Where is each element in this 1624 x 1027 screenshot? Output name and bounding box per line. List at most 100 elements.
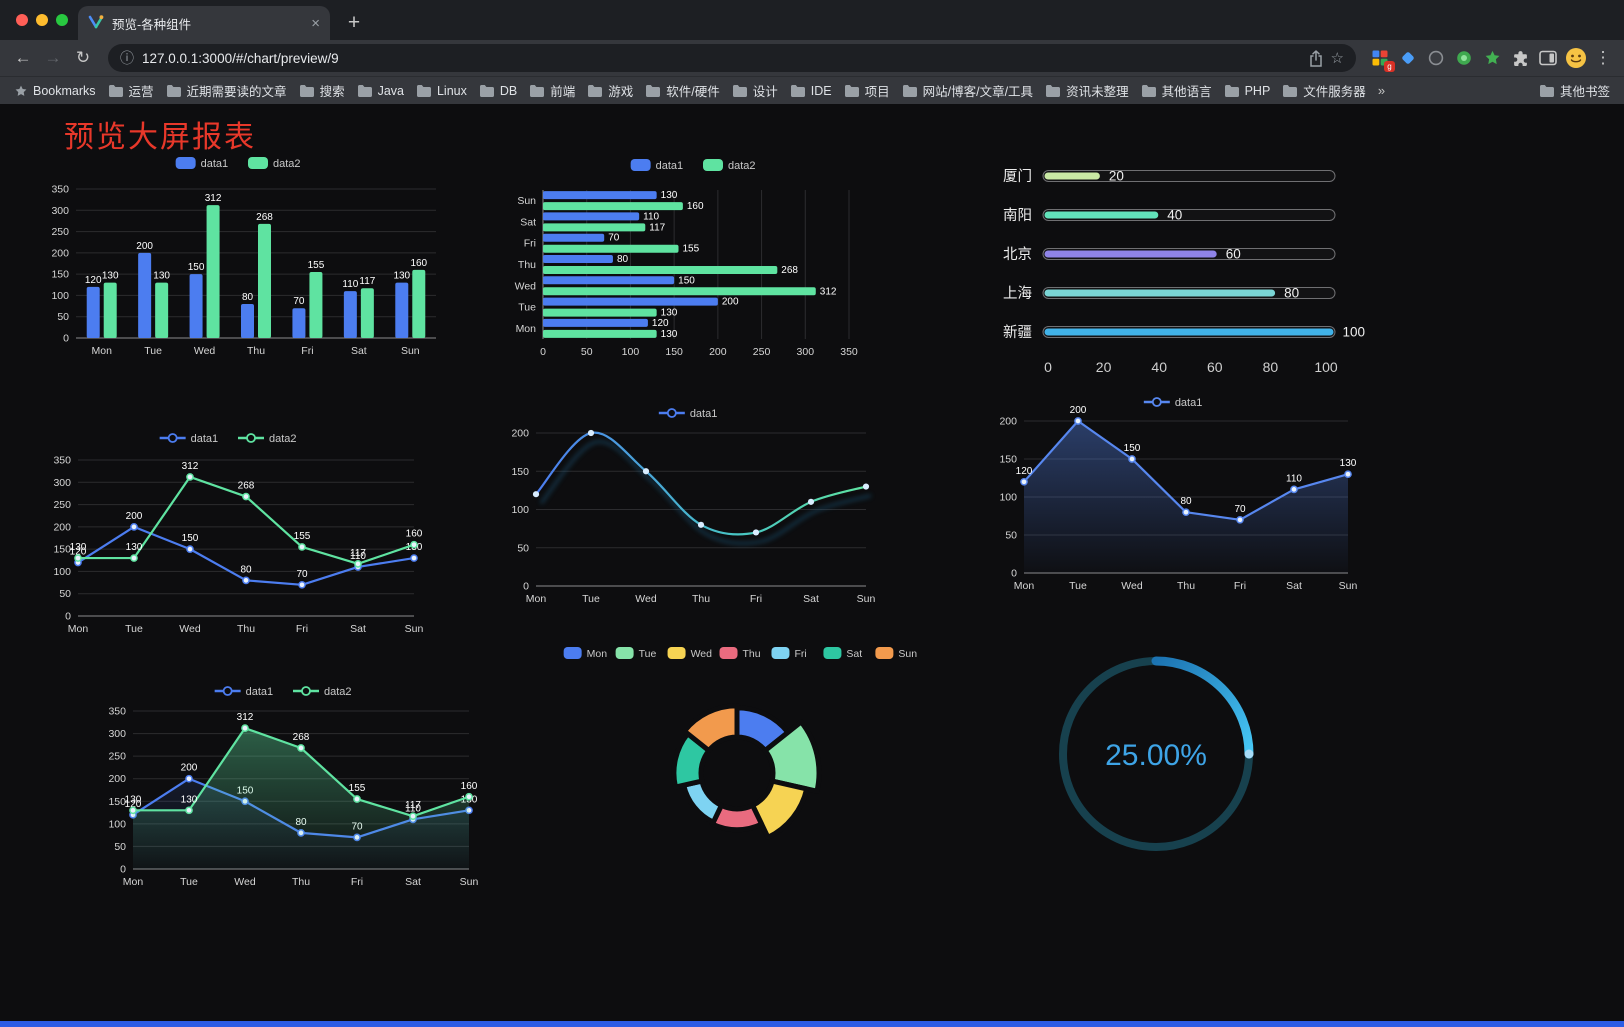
bookmark-folder-9[interactable]: 设计 bbox=[726, 80, 784, 102]
bookmark-folder-6[interactable]: 前端 bbox=[523, 80, 581, 102]
back-icon[interactable]: ← bbox=[14, 48, 32, 67]
extension-dark-circle-icon[interactable] bbox=[1424, 46, 1448, 70]
rose-slice-Fri[interactable] bbox=[681, 778, 724, 825]
legend-item-data1[interactable]: data1 bbox=[214, 686, 274, 698]
bookmark-folder-12[interactable]: 网站/博客/文章/工具 bbox=[896, 80, 1039, 102]
sidebar-icon[interactable] bbox=[1536, 46, 1560, 70]
bookmark-folder-7[interactable]: 游戏 bbox=[581, 80, 639, 102]
url-text[interactable]: 127.0.0.1:3000/#/chart/preview/9 bbox=[142, 50, 339, 66]
bookmark-label: 网站/博客/文章/工具 bbox=[922, 85, 1034, 99]
bookmark-folder-5[interactable]: DB bbox=[473, 80, 523, 102]
svg-text:120: 120 bbox=[125, 799, 142, 810]
svg-text:110: 110 bbox=[405, 803, 421, 814]
rose-pie-chart: Mon Tue Wed Thu Fri Sat Sun bbox=[563, 647, 917, 840]
extension-diamond-icon[interactable] bbox=[1396, 46, 1420, 70]
legend-item-data1[interactable]: data1 bbox=[630, 159, 684, 172]
svg-text:Mon: Mon bbox=[516, 323, 537, 335]
bookmark-label: 其他书签 bbox=[1559, 85, 1610, 99]
hbar-data2-Thu bbox=[543, 266, 778, 274]
svg-text:Sun: Sun bbox=[1339, 580, 1358, 592]
legend-item-Sat[interactable]: Sat bbox=[823, 647, 862, 660]
bar-data1-Sun bbox=[395, 282, 409, 338]
svg-text:117: 117 bbox=[405, 800, 421, 811]
svg-text:117: 117 bbox=[359, 276, 375, 287]
svg-text:50: 50 bbox=[57, 311, 69, 323]
bookmark-folder-15[interactable]: PHP bbox=[1218, 80, 1277, 102]
other-bookmarks[interactable]: 其他书签 bbox=[1533, 80, 1616, 102]
legend-item-Thu[interactable]: Thu bbox=[719, 647, 761, 660]
rose-slice-Tue[interactable] bbox=[762, 719, 822, 794]
legend-item-data2[interactable]: data2 bbox=[703, 159, 756, 172]
legend-item-data2[interactable]: data2 bbox=[248, 157, 301, 170]
hbar-data1-Sat bbox=[543, 212, 640, 221]
legend-item-data2[interactable]: data2 bbox=[293, 686, 352, 698]
tab-favicon-icon bbox=[88, 14, 104, 33]
svg-text:200: 200 bbox=[722, 297, 739, 308]
bookmark-folder-4[interactable]: Linux bbox=[410, 80, 473, 102]
bookmark-star-icon[interactable]: ☆ bbox=[1330, 50, 1344, 67]
bookmark-folder-14[interactable]: 其他语言 bbox=[1135, 80, 1218, 102]
svg-text:Tue: Tue bbox=[518, 302, 536, 314]
bookmark-folder-8[interactable]: 软件/硬件 bbox=[639, 80, 725, 102]
site-info-icon[interactable]: ⓘ bbox=[120, 50, 134, 66]
legend-item-data2[interactable]: data2 bbox=[238, 433, 297, 445]
new-tab-button[interactable]: + bbox=[347, 11, 361, 34]
close-window-button[interactable] bbox=[16, 14, 28, 26]
svg-text:Wed: Wed bbox=[234, 876, 256, 888]
extensions-puzzle-icon[interactable] bbox=[1508, 46, 1532, 70]
bookmarks-overflow-chevron[interactable]: » bbox=[1377, 83, 1386, 98]
bottom-accent-bar bbox=[0, 1021, 1624, 1027]
extension-badge: g bbox=[1384, 61, 1395, 72]
extension-green-circle-icon[interactable] bbox=[1452, 46, 1476, 70]
svg-text:50: 50 bbox=[1005, 530, 1017, 542]
forward-icon[interactable]: → bbox=[44, 48, 62, 67]
legend-item-Tue[interactable]: Tue bbox=[615, 647, 657, 660]
rose-slice-Sun[interactable] bbox=[681, 703, 740, 754]
folder-icon bbox=[902, 84, 918, 97]
legend-item-Mon[interactable]: Mon bbox=[563, 647, 608, 660]
svg-text:160: 160 bbox=[461, 781, 478, 792]
svg-text:Tue: Tue bbox=[180, 876, 198, 888]
bookmark-folder-3[interactable]: Java bbox=[351, 80, 410, 102]
legend-item-Fri[interactable]: Fri bbox=[771, 647, 807, 660]
svg-text:160: 160 bbox=[687, 201, 704, 212]
profile-avatar[interactable] bbox=[1564, 46, 1588, 70]
address-bar[interactable]: ⓘ 127.0.0.1:3000/#/chart/preview/9 ☆ bbox=[108, 44, 1356, 72]
folder-icon bbox=[299, 84, 315, 97]
bookmark-folder-11[interactable]: 项目 bbox=[838, 80, 896, 102]
bookmark-folder-0[interactable]: 运营 bbox=[102, 80, 160, 102]
bookmark-label: 文件服务器 bbox=[1303, 85, 1366, 99]
minimize-window-button[interactable] bbox=[36, 14, 48, 26]
bookmark-folder-2[interactable]: 搜索 bbox=[293, 80, 351, 102]
svg-text:130: 130 bbox=[102, 271, 119, 282]
svg-text:150: 150 bbox=[51, 269, 69, 281]
svg-text:Mon: Mon bbox=[587, 648, 608, 660]
legend-item-Wed[interactable]: Wed bbox=[667, 647, 713, 660]
reload-icon[interactable]: ↻ bbox=[75, 48, 91, 67]
bookmark-label: 软件/硬件 bbox=[666, 85, 720, 99]
bookmarks-manager[interactable]: Bookmarks bbox=[8, 80, 102, 102]
browser-tab[interactable]: 预览-各种组件 × bbox=[78, 6, 330, 40]
bookmark-folder-10[interactable]: IDE bbox=[784, 80, 838, 102]
bookmark-folder-1[interactable]: 近期需要读的文章 bbox=[160, 80, 293, 102]
zoom-window-button[interactable] bbox=[56, 14, 68, 26]
bookmark-label: 资讯未整理 bbox=[1066, 85, 1129, 99]
svg-text:110: 110 bbox=[342, 279, 358, 290]
svg-text:Sat: Sat bbox=[846, 648, 862, 660]
tab-close-icon[interactable]: × bbox=[311, 14, 320, 32]
extension-grid-icon[interactable]: g bbox=[1368, 46, 1395, 72]
legend-item-data1[interactable]: data1 bbox=[658, 408, 718, 420]
svg-text:Thu: Thu bbox=[247, 345, 265, 357]
bookmark-folder-13[interactable]: 资讯未整理 bbox=[1039, 80, 1135, 102]
rose-slice-Wed[interactable] bbox=[750, 778, 810, 840]
legend-item-Sun[interactable]: Sun bbox=[875, 647, 917, 660]
share-icon[interactable] bbox=[1309, 49, 1323, 67]
legend-item-data1[interactable]: data1 bbox=[1143, 397, 1203, 409]
legend-item-data1[interactable]: data1 bbox=[175, 157, 229, 170]
legend-item-data1[interactable]: data1 bbox=[159, 433, 219, 445]
bookmark-folder-16[interactable]: 文件服务器 bbox=[1276, 80, 1372, 102]
menu-kebab-icon[interactable]: ⋮ bbox=[1594, 48, 1612, 67]
svg-text:Sun: Sun bbox=[460, 876, 479, 888]
extension-green-star-icon[interactable] bbox=[1480, 46, 1504, 70]
svg-text:312: 312 bbox=[237, 712, 254, 723]
